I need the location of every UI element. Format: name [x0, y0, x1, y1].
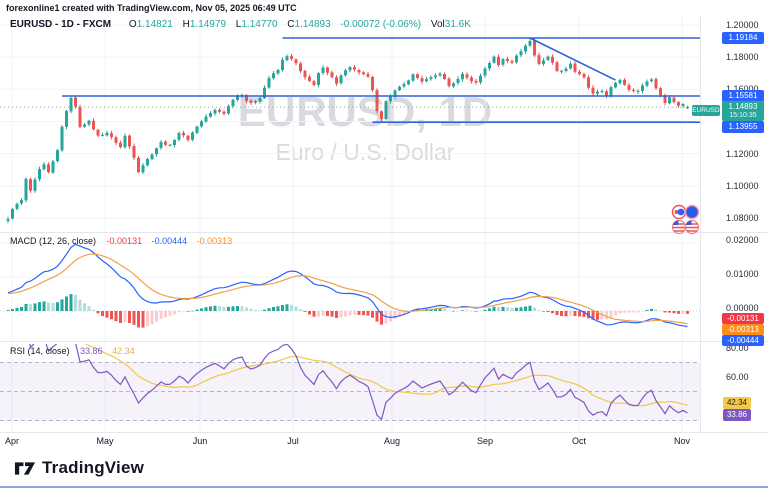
macd-tick-label: 0.00000 [726, 303, 759, 313]
time-axis-label: Jul [287, 436, 299, 446]
volume-label: Vol [430, 19, 445, 30]
macd-value-badge: -0.00131 [722, 313, 764, 324]
rsi-value-badge: 33.86 [723, 408, 751, 421]
rsi-value-badge: 42.34 [723, 396, 751, 409]
open-value: 1.14821 [136, 19, 173, 30]
price-tick-label: 1.12000 [726, 148, 759, 159]
rsi-tick-label: 60.00 [726, 372, 749, 382]
time-axis-label: Aug [383, 436, 401, 446]
tradingview-icon [14, 461, 36, 475]
eur-usd-flag-pair-top [671, 204, 700, 220]
rsi-tick-label: 80.00 [726, 343, 749, 353]
macd-value-badge: -0.00444 [722, 335, 764, 346]
time-axis-label: May [96, 436, 114, 446]
price-tick-label: 1.20000 [726, 19, 759, 30]
bottom-scroll-line[interactable] [0, 486, 768, 488]
macd-signal-value: -0.00313 [196, 236, 233, 246]
price-level-badge[interactable]: 1.19184 [722, 32, 764, 44]
current-price-badge[interactable]: 1.14893 15:10:35 [722, 101, 764, 121]
main-price-pane[interactable] [0, 16, 700, 232]
price-scale[interactable] [700, 16, 768, 433]
macd-tick-label: 0.01000 [726, 269, 759, 279]
macd-pane[interactable] [0, 234, 700, 340]
close-label: C [287, 19, 295, 30]
time-axis-label: Jun [192, 436, 208, 446]
price-level-badge[interactable]: 1.13955 [722, 121, 764, 133]
rsi-pane[interactable] [0, 344, 700, 432]
low-label: L [235, 19, 242, 30]
price-tick-label: 1.10000 [726, 180, 759, 191]
low-value: 1.14770 [241, 19, 278, 30]
open-label: O [128, 19, 137, 30]
rsi-title: RSI (14, close) [10, 346, 70, 356]
bar-countdown: 15:10:35 [729, 112, 757, 119]
macd-tick-label: 0.02000 [726, 235, 759, 245]
time-axis-label: Oct [571, 436, 587, 446]
us-flag-pair-bottom [671, 219, 700, 235]
price-tick-label: 1.18000 [726, 52, 759, 63]
current-symbol-badge: EURUSD [692, 105, 720, 116]
high-value: 1.14979 [189, 19, 227, 30]
rsi-value: 33.86 [80, 346, 103, 356]
macd-title: MACD (12, 26, close) [10, 236, 97, 246]
symbol-bar[interactable]: EURUSD - 1D - FXCM O1.14821 H1.14979 L1.… [10, 19, 471, 30]
current-price-value: 1.14893 [728, 102, 758, 111]
macd-line-value: -0.00444 [151, 236, 188, 246]
tradingview-logo[interactable]: TradingView [14, 458, 144, 478]
tradingview-logo-text: TradingView [42, 458, 145, 477]
rsi-header[interactable]: RSI (14, close) 33.86 42.34 [10, 346, 142, 356]
credit-line: forexonline1 created with TradingView.co… [6, 3, 297, 13]
close-value: 1.14893 [294, 19, 331, 30]
symbol-description[interactable]: EURUSD - 1D - FXCM [10, 19, 112, 30]
high-label: H [182, 19, 190, 30]
macd-value-badge: -0.00313 [722, 324, 764, 335]
time-axis-label: Nov [673, 436, 691, 446]
time-axis-label: Apr [4, 436, 20, 446]
price-level-badge[interactable]: 1.15581 [722, 90, 764, 102]
change-value: -0.00072 (-0.06%) [340, 19, 422, 30]
macd-header[interactable]: MACD (12, 26, close) -0.00131 -0.00444 -… [10, 236, 239, 246]
macd-hist-value: -0.00131 [106, 236, 143, 246]
rsi-ma-value: 42.34 [112, 346, 135, 356]
price-tick-label: 1.08000 [726, 213, 759, 224]
currency-flag-icons[interactable] [668, 202, 704, 238]
volume-value: 31.6K [444, 19, 471, 30]
time-axis-label: Sep [476, 436, 494, 446]
price-tick-label: 1.16000 [726, 84, 759, 94]
